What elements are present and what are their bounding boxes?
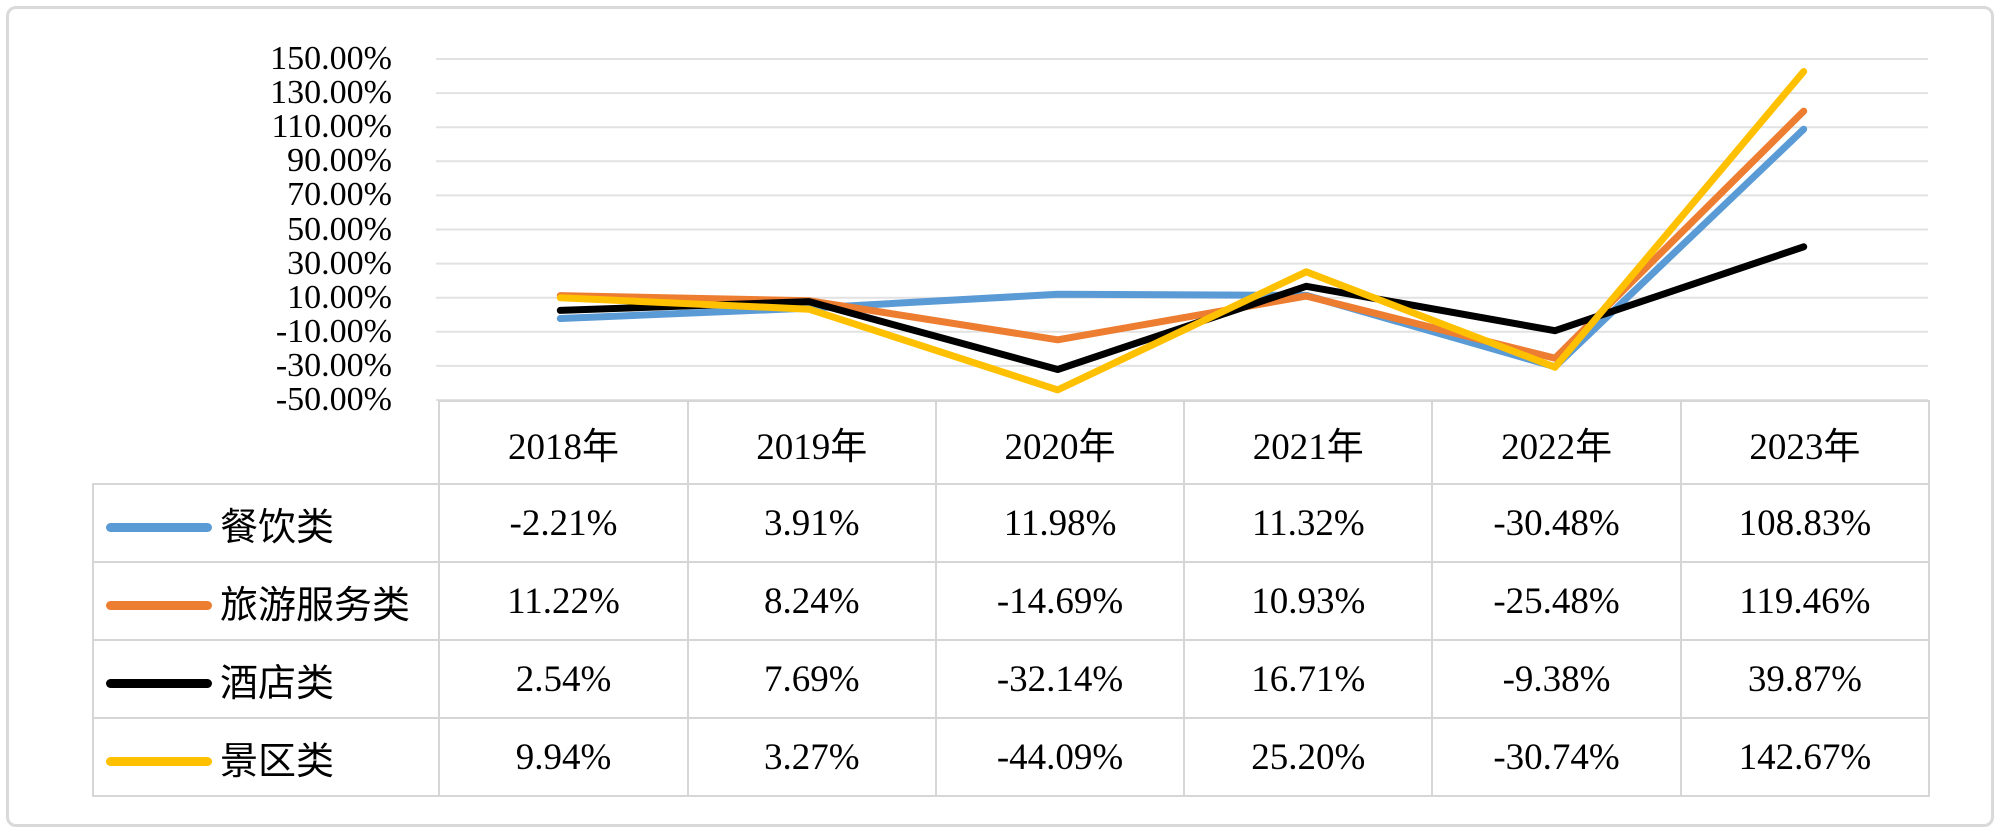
value-cell: 11.22%	[438, 561, 689, 641]
y-tick-label: 50.00%	[287, 211, 392, 248]
y-axis-tick-labels: 150.00% 130.00% 110.00% 90.00% 70.00% 50.00% 3…	[140, 0, 392, 420]
value-cell: 16.71%	[1183, 639, 1434, 719]
table-row: 景区类 9.94% 3.27% -44.09% 25.20% -30.74% 142.67%	[91, 717, 1931, 797]
y-tick-label: -30.00%	[275, 347, 392, 384]
series-label-text: 旅游服务类	[220, 584, 411, 627]
data-table-body: 餐饮类 -2.21% 3.91% 11.98% 11.32% -30.48% 108.83%…	[91, 483, 1931, 797]
legend-key-line-icon	[106, 522, 212, 532]
y-tick-label: -50.00%	[275, 381, 392, 418]
data-table-header: 2018年 2019年 2020年 2021年 2022年 2023年	[93, 400, 1931, 485]
value-cell: 3.91%	[686, 483, 937, 563]
value-cell: -44.09%	[934, 717, 1186, 797]
y-tick-label: 30.00%	[287, 245, 392, 282]
year-header-cell: 2020年	[934, 400, 1186, 485]
year-header-cell: 2019年	[686, 400, 937, 485]
value-cell: -30.48%	[1431, 483, 1682, 563]
value-cell: 39.87%	[1679, 639, 1931, 719]
table-row: 餐饮类 -2.21% 3.91% 11.98% 11.32% -30.48% 108.83%	[91, 483, 1931, 563]
value-cell: -9.38%	[1431, 639, 1682, 719]
y-tick-label: -10.00%	[275, 313, 392, 350]
series-label-cell: 酒店类	[91, 639, 441, 719]
legend-key-line-icon	[106, 678, 212, 688]
y-tick-label: 150.00%	[270, 40, 392, 77]
value-cell: 11.98%	[934, 483, 1186, 563]
value-cell: 7.69%	[686, 639, 937, 719]
series-label-text: 景区类	[220, 740, 335, 783]
table-corner-cell	[93, 401, 439, 484]
value-cell: 8.24%	[686, 561, 937, 641]
y-tick-label: 70.00%	[287, 176, 392, 213]
line-chart-plot-area	[436, 58, 1928, 401]
value-cell: 25.20%	[1183, 717, 1434, 797]
series-label-cell: 景区类	[91, 717, 441, 797]
value-cell: 10.93%	[1183, 561, 1434, 641]
year-header-cell: 2022年	[1431, 400, 1682, 485]
chart-data-table: 2018年 2019年 2020年 2021年 2022年 2023年 餐饮类 -2.21%…	[91, 400, 1931, 797]
series-label-text: 酒店类	[220, 662, 335, 705]
value-cell: -30.74%	[1431, 717, 1682, 797]
legend-key-line-icon	[106, 600, 212, 610]
legend-key-line-icon	[106, 756, 212, 766]
value-cell: -2.21%	[438, 483, 689, 563]
value-cell: -32.14%	[934, 639, 1186, 719]
series-line-2	[556, 107, 1808, 362]
value-cell: 119.46%	[1679, 561, 1931, 641]
table-row: 酒店类 2.54% 7.69% -32.14% 16.71% -9.38% 39.87%	[91, 639, 1931, 719]
series-label-cell: 旅游服务类	[91, 561, 441, 641]
series-label-text: 餐饮类	[220, 506, 335, 549]
year-header-cell: 2021年	[1183, 400, 1434, 485]
value-cell: 2.54%	[438, 639, 689, 719]
y-tick-label: 110.00%	[271, 108, 392, 145]
y-tick-label: 90.00%	[287, 142, 392, 179]
table-row: 旅游服务类 11.22% 8.24% -14.69% 10.93% -25.48% 119.…	[91, 561, 1931, 641]
y-tick-label: 130.00%	[270, 74, 392, 111]
value-cell: -14.69%	[934, 561, 1186, 641]
value-cell: 11.32%	[1183, 483, 1434, 563]
value-cell: 9.94%	[438, 717, 689, 797]
series-label-cell: 餐饮类	[91, 483, 441, 563]
year-header-cell: 2023年	[1679, 400, 1931, 485]
y-tick-label: 10.00%	[287, 279, 392, 316]
series-line-4	[556, 68, 1808, 394]
value-cell: -25.48%	[1431, 561, 1682, 641]
value-cell: 3.27%	[686, 717, 937, 797]
value-cell: 142.67%	[1679, 717, 1931, 797]
value-cell: 108.83%	[1679, 483, 1931, 563]
year-header-cell: 2018年	[438, 400, 689, 485]
